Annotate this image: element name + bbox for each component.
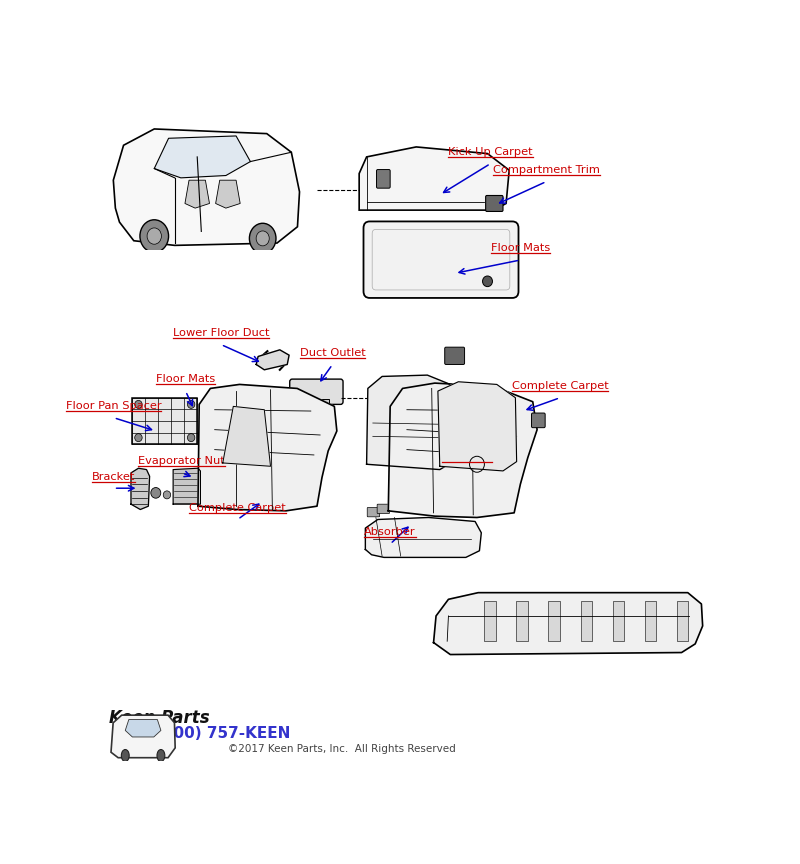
Text: Compartment Trim: Compartment Trim [493, 165, 600, 175]
Circle shape [151, 487, 161, 499]
Text: Lower Floor Duct: Lower Floor Duct [173, 327, 269, 338]
Polygon shape [173, 468, 201, 505]
FancyBboxPatch shape [377, 169, 390, 188]
FancyBboxPatch shape [445, 347, 465, 365]
Polygon shape [388, 383, 537, 518]
Polygon shape [438, 382, 517, 471]
Polygon shape [359, 147, 510, 210]
Text: Complete Carpet: Complete Carpet [512, 381, 609, 391]
Polygon shape [222, 406, 270, 467]
FancyBboxPatch shape [377, 505, 390, 513]
Bar [303, 399, 330, 404]
Polygon shape [366, 518, 482, 557]
Circle shape [482, 276, 493, 287]
FancyBboxPatch shape [367, 507, 380, 517]
Text: Absorber: Absorber [364, 527, 416, 537]
Circle shape [187, 400, 195, 409]
FancyBboxPatch shape [290, 379, 343, 404]
Text: Lower Floor Duct: Lower Floor Duct [173, 327, 269, 338]
Bar [613, 601, 624, 641]
Text: Absorber: Absorber [364, 527, 416, 537]
Polygon shape [434, 593, 702, 655]
FancyBboxPatch shape [486, 195, 503, 212]
Text: Floor Mats: Floor Mats [490, 244, 550, 253]
Text: Complete Carpet: Complete Carpet [190, 503, 286, 513]
Bar [517, 601, 527, 641]
Text: Kick Up Carpet: Kick Up Carpet [448, 147, 533, 157]
Circle shape [187, 434, 195, 442]
Bar [549, 601, 560, 641]
Text: Evaporator Nut: Evaporator Nut [138, 456, 226, 467]
Polygon shape [198, 384, 337, 511]
Text: Complete Carpet: Complete Carpet [190, 503, 286, 513]
Text: Duct Outlet: Duct Outlet [300, 348, 366, 358]
Text: Complete Carpet: Complete Carpet [512, 381, 609, 391]
Bar [581, 601, 592, 641]
Text: Evaporator Nut: Evaporator Nut [138, 456, 226, 467]
Polygon shape [256, 350, 289, 370]
Polygon shape [366, 375, 454, 470]
Text: ©2017 Keen Parts, Inc.  All Rights Reserved: ©2017 Keen Parts, Inc. All Rights Reserv… [228, 744, 456, 754]
FancyBboxPatch shape [220, 424, 238, 439]
Text: Keen Parts: Keen Parts [110, 709, 210, 727]
Circle shape [163, 491, 170, 499]
Text: Kick Up Carpet: Kick Up Carpet [448, 147, 533, 157]
FancyBboxPatch shape [215, 409, 235, 424]
Text: Insulator: Insulator [442, 452, 492, 461]
Circle shape [134, 434, 142, 442]
Text: Bracket: Bracket [92, 472, 135, 481]
Text: Floor Mats: Floor Mats [490, 244, 550, 253]
Text: Bracket: Bracket [92, 472, 135, 481]
FancyBboxPatch shape [531, 413, 545, 428]
Text: Floor Mats: Floor Mats [156, 374, 215, 384]
Text: Duct Outlet: Duct Outlet [300, 348, 366, 358]
Text: Floor Pan Spacer: Floor Pan Spacer [66, 401, 162, 411]
Text: Floor Pan Spacer: Floor Pan Spacer [66, 401, 162, 411]
Text: (800) 757-KEEN: (800) 757-KEEN [155, 726, 290, 740]
FancyBboxPatch shape [363, 221, 518, 298]
Circle shape [134, 400, 142, 409]
Bar [677, 601, 688, 641]
Bar [645, 601, 656, 641]
Bar [132, 397, 198, 444]
Text: Floor Mats: Floor Mats [156, 374, 215, 384]
Text: Compartment Trim: Compartment Trim [493, 165, 600, 175]
Text: Insulator: Insulator [442, 452, 492, 461]
Bar [485, 601, 495, 641]
Polygon shape [131, 468, 150, 510]
